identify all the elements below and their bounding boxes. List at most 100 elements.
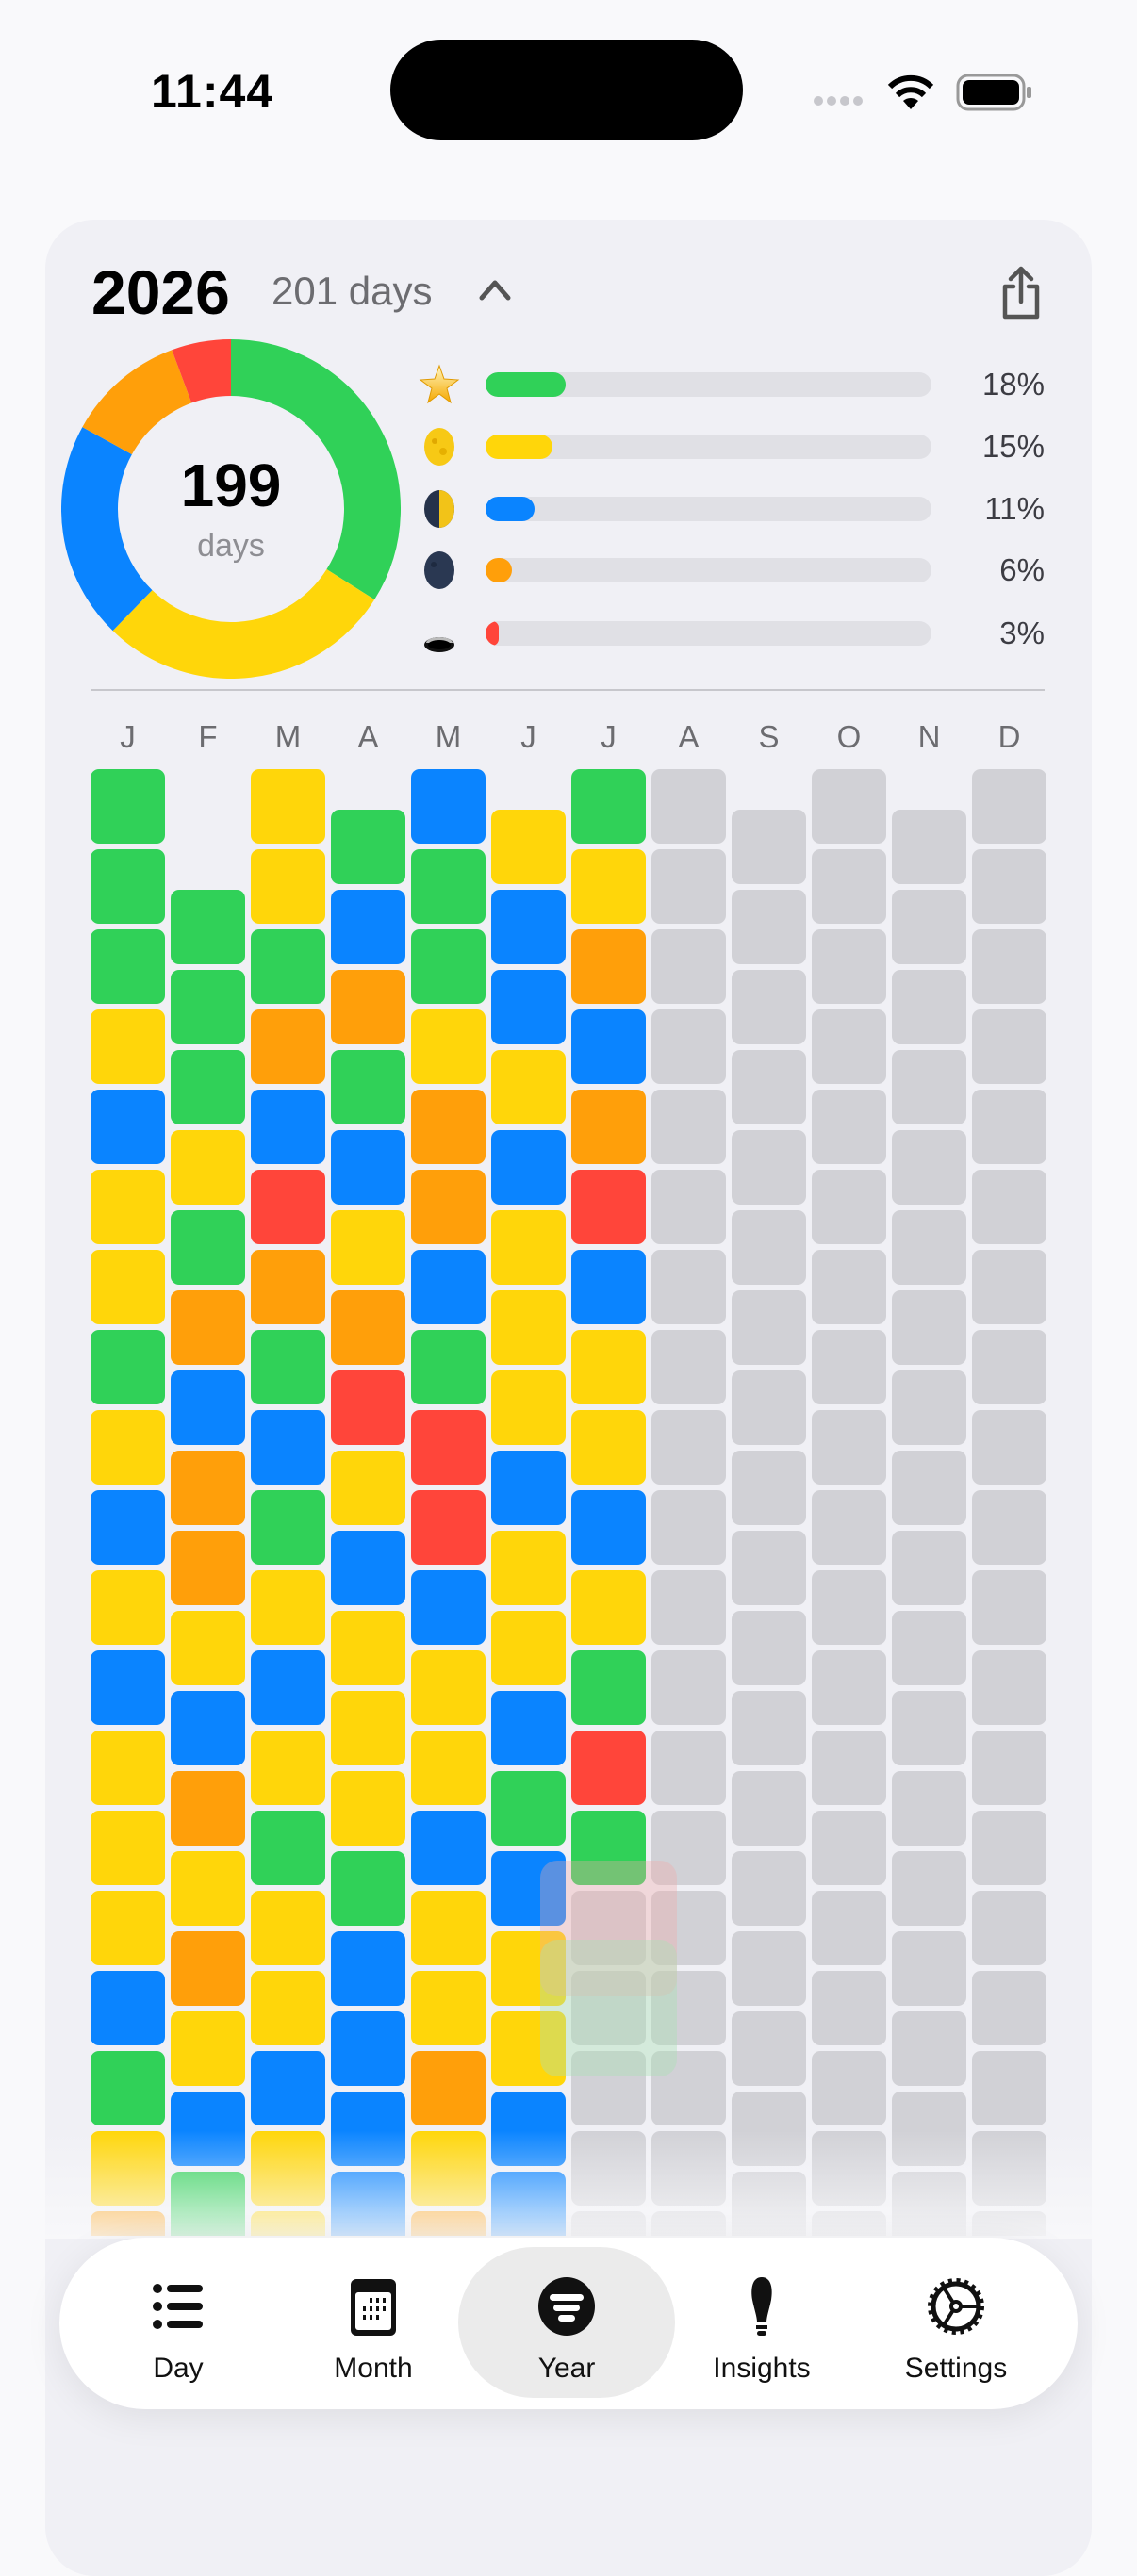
day-cell-empty[interactable] bbox=[732, 969, 806, 1044]
day-cell[interactable] bbox=[331, 1530, 405, 1605]
day-cell-empty[interactable] bbox=[892, 1370, 966, 1445]
day-cell-empty[interactable] bbox=[892, 1289, 966, 1365]
day-cell-empty[interactable] bbox=[732, 1770, 806, 1846]
day-cell[interactable] bbox=[491, 1450, 566, 1525]
day-cell[interactable] bbox=[491, 1049, 566, 1124]
day-cell-empty[interactable] bbox=[972, 1811, 1046, 1885]
day-cell-empty[interactable] bbox=[812, 1490, 886, 1565]
day-cell-empty[interactable] bbox=[812, 929, 886, 1004]
day-cell[interactable] bbox=[251, 1250, 325, 1324]
day-cell[interactable] bbox=[331, 1289, 405, 1365]
day-cell-empty[interactable] bbox=[651, 769, 726, 844]
day-cell-empty[interactable] bbox=[732, 1610, 806, 1685]
day-cell-empty[interactable] bbox=[651, 1330, 726, 1404]
day-cell[interactable] bbox=[331, 1129, 405, 1205]
day-cell-empty[interactable] bbox=[732, 1289, 806, 1365]
day-cell[interactable] bbox=[411, 1570, 486, 1645]
day-cell-empty[interactable] bbox=[972, 1570, 1046, 1645]
share-icon[interactable] bbox=[997, 266, 1045, 322]
day-cell-empty[interactable] bbox=[732, 1530, 806, 1605]
day-cell[interactable] bbox=[251, 1650, 325, 1725]
day-cell[interactable] bbox=[251, 1891, 325, 1965]
day-cell-empty[interactable] bbox=[892, 809, 966, 884]
day-cell-empty[interactable] bbox=[651, 1170, 726, 1244]
day-cell[interactable] bbox=[91, 1731, 165, 1805]
day-cell[interactable] bbox=[491, 1129, 566, 1205]
day-cell[interactable] bbox=[91, 769, 165, 844]
day-cell-empty[interactable] bbox=[812, 1250, 886, 1324]
day-cell-empty[interactable] bbox=[732, 1049, 806, 1124]
day-cell-empty[interactable] bbox=[571, 1971, 646, 2045]
day-cell[interactable] bbox=[91, 1490, 165, 1565]
day-cell[interactable] bbox=[491, 969, 566, 1044]
day-cell[interactable] bbox=[171, 1049, 245, 1124]
day-cell[interactable] bbox=[91, 1650, 165, 1725]
day-cell[interactable] bbox=[251, 929, 325, 1004]
day-cell[interactable] bbox=[571, 1250, 646, 1324]
day-cell[interactable] bbox=[91, 1170, 165, 1244]
day-cell[interactable] bbox=[571, 1731, 646, 1805]
day-cell-empty[interactable] bbox=[651, 1410, 726, 1485]
day-cell[interactable] bbox=[491, 1690, 566, 1765]
day-cell-empty[interactable] bbox=[972, 2051, 1046, 2125]
day-cell[interactable] bbox=[491, 1930, 566, 2006]
day-cell[interactable] bbox=[91, 1570, 165, 1645]
day-cell[interactable] bbox=[411, 769, 486, 844]
day-cell[interactable] bbox=[411, 1330, 486, 1404]
day-cell[interactable] bbox=[571, 849, 646, 924]
day-cell[interactable] bbox=[91, 849, 165, 924]
day-cell[interactable] bbox=[91, 1090, 165, 1164]
day-cell-empty[interactable] bbox=[732, 1690, 806, 1765]
day-cell[interactable] bbox=[91, 1410, 165, 1485]
day-cell-empty[interactable] bbox=[812, 1731, 886, 1805]
day-cell[interactable] bbox=[251, 1410, 325, 1485]
day-cell[interactable] bbox=[171, 2010, 245, 2086]
day-cell-empty[interactable] bbox=[651, 849, 726, 924]
day-cell-empty[interactable] bbox=[972, 1250, 1046, 1324]
day-cell[interactable] bbox=[251, 1971, 325, 2045]
day-cell-empty[interactable] bbox=[892, 1930, 966, 2006]
tab-insights[interactable]: Insights bbox=[653, 2247, 870, 2398]
day-cell-empty[interactable] bbox=[892, 1209, 966, 1285]
day-cell[interactable] bbox=[411, 929, 486, 1004]
day-cell[interactable] bbox=[171, 1129, 245, 1205]
day-cell-empty[interactable] bbox=[972, 1891, 1046, 1965]
day-cell[interactable] bbox=[411, 1971, 486, 2045]
day-cell-empty[interactable] bbox=[972, 1971, 1046, 2045]
day-cell-empty[interactable] bbox=[892, 1049, 966, 1124]
day-cell-empty[interactable] bbox=[892, 1770, 966, 1846]
day-cell-empty[interactable] bbox=[892, 889, 966, 964]
day-cell[interactable] bbox=[571, 1650, 646, 1725]
day-cell[interactable] bbox=[91, 1009, 165, 1084]
day-cell[interactable] bbox=[491, 1770, 566, 1846]
day-cell[interactable] bbox=[331, 1610, 405, 1685]
day-cell[interactable] bbox=[331, 1770, 405, 1846]
day-cell[interactable] bbox=[411, 849, 486, 924]
day-cell[interactable] bbox=[331, 1930, 405, 2006]
day-cell[interactable] bbox=[571, 1009, 646, 1084]
day-cell-empty[interactable] bbox=[732, 1850, 806, 1926]
day-cell[interactable] bbox=[331, 1049, 405, 1124]
day-cell-empty[interactable] bbox=[812, 1090, 886, 1164]
day-cell-empty[interactable] bbox=[571, 1891, 646, 1965]
day-cell[interactable] bbox=[251, 1811, 325, 1885]
day-cell[interactable] bbox=[171, 969, 245, 1044]
day-cell-empty[interactable] bbox=[812, 1971, 886, 2045]
day-cell-empty[interactable] bbox=[812, 849, 886, 924]
day-cell[interactable] bbox=[571, 1090, 646, 1164]
day-cell[interactable] bbox=[411, 1731, 486, 1805]
day-cell[interactable] bbox=[331, 1370, 405, 1445]
day-cell[interactable] bbox=[411, 1250, 486, 1324]
day-cell-empty[interactable] bbox=[812, 1170, 886, 1244]
day-cell[interactable] bbox=[91, 1330, 165, 1404]
day-cell[interactable] bbox=[491, 1209, 566, 1285]
day-cell-empty[interactable] bbox=[972, 1410, 1046, 1485]
day-cell-empty[interactable] bbox=[651, 929, 726, 1004]
day-cell[interactable] bbox=[171, 1450, 245, 1525]
day-cell[interactable] bbox=[171, 1530, 245, 1605]
day-cell-empty[interactable] bbox=[892, 1850, 966, 1926]
day-cell[interactable] bbox=[491, 1850, 566, 1926]
day-cell-empty[interactable] bbox=[651, 1811, 726, 1885]
day-cell-empty[interactable] bbox=[651, 1570, 726, 1645]
day-cell[interactable] bbox=[571, 1570, 646, 1645]
